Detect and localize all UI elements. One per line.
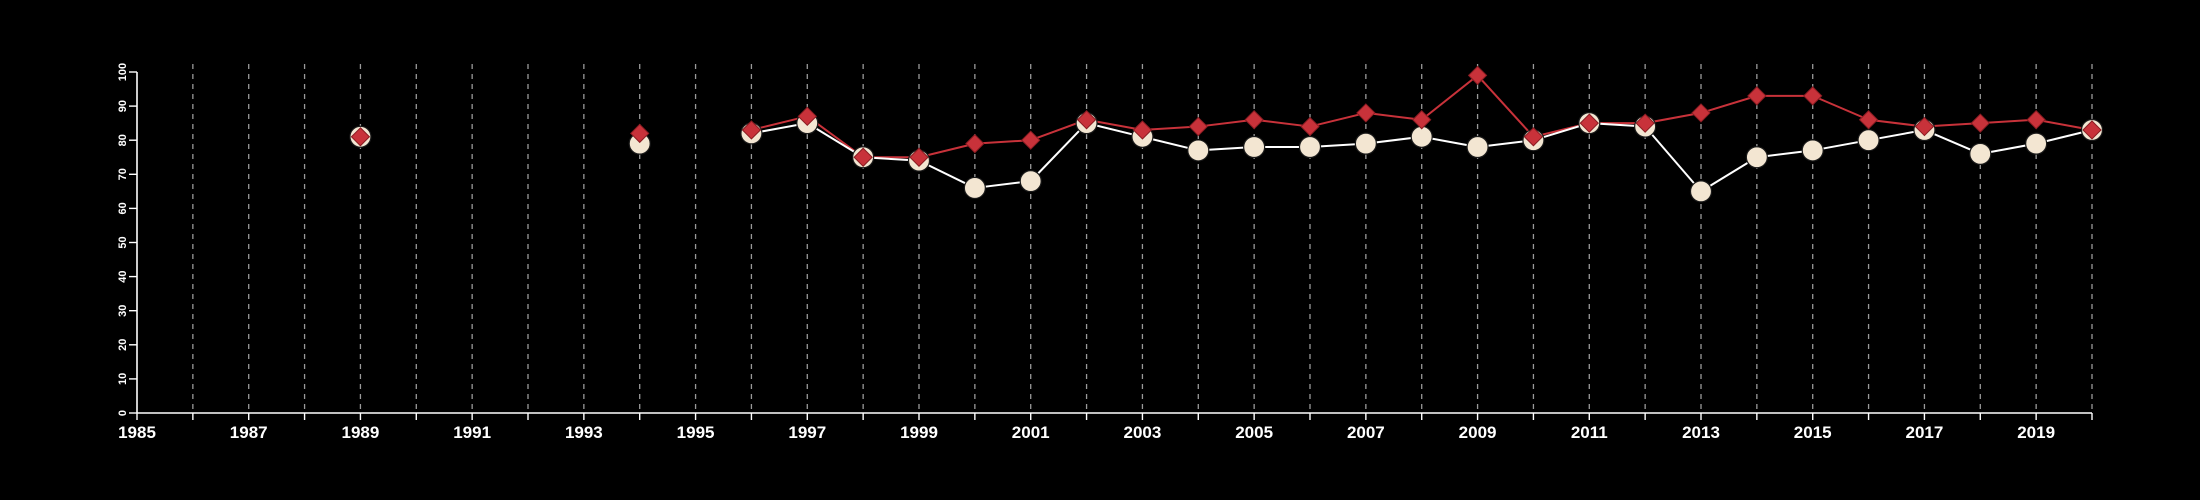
x-tick-label: 1985 — [118, 423, 156, 442]
data-point — [1076, 110, 1097, 130]
data-point — [1467, 65, 1488, 86]
data-series — [349, 65, 2104, 203]
x-tick-label: 1999 — [900, 423, 938, 442]
series-1-segment — [1142, 125, 1199, 131]
data-point — [1691, 103, 1711, 123]
data-point — [1635, 113, 1655, 133]
data-point — [1858, 110, 1879, 130]
data-point — [963, 176, 986, 200]
series-1-segment — [1198, 118, 1255, 128]
data-point — [1466, 135, 1489, 159]
x-tick-label: 2009 — [1459, 423, 1497, 442]
data-point — [1857, 129, 1880, 152]
data-point — [350, 127, 371, 147]
data-point — [1689, 180, 1713, 203]
data-point — [909, 147, 929, 167]
series-1-segment — [1421, 74, 1479, 121]
data-point — [1187, 139, 1210, 162]
y-tick-label: 40 — [117, 270, 129, 282]
x-tick-label: 1991 — [453, 423, 491, 442]
data-point — [1354, 132, 1377, 155]
x-tick-label: 1989 — [342, 423, 380, 442]
data-point — [630, 123, 650, 144]
data-point — [1356, 103, 1376, 123]
x-tick-label: 1993 — [565, 423, 603, 442]
x-tick-label: 2019 — [2017, 423, 2055, 442]
y-tick-label: 60 — [117, 202, 129, 214]
data-point — [1801, 139, 1824, 162]
data-point — [1969, 142, 1992, 165]
data-point — [741, 120, 762, 140]
data-point — [853, 147, 873, 167]
data-point — [1970, 113, 1990, 133]
data-point — [1188, 116, 1208, 137]
x-tick-label: 2011 — [1571, 423, 1608, 442]
data-point — [1412, 110, 1432, 130]
x-tick-label: 2007 — [1347, 423, 1385, 442]
x-tick-label: 2015 — [1794, 423, 1832, 442]
data-point — [1243, 135, 1266, 159]
data-point — [2026, 110, 2046, 130]
y-tick-label: 30 — [117, 305, 129, 317]
series-1-segment — [1309, 111, 1367, 128]
data-point — [1244, 110, 1264, 130]
data-point — [2025, 132, 2048, 155]
data-point — [1298, 135, 1322, 159]
y-tick-label: 80 — [117, 134, 129, 146]
series-1-segment — [974, 139, 1031, 145]
x-tick-label: 2005 — [1235, 423, 1273, 442]
series-1-segment — [1365, 111, 1422, 121]
x-tick-label: 2017 — [1906, 423, 1944, 442]
x-tick-label: 1987 — [230, 423, 268, 442]
x-tick-label: 2001 — [1012, 423, 1050, 442]
x-tick-label: 1995 — [677, 423, 715, 442]
data-point — [797, 106, 817, 127]
series-2-segment — [1029, 122, 1088, 182]
series-2-markers — [349, 112, 2104, 203]
data-point — [1132, 120, 1153, 140]
series-1-segment — [1980, 118, 2037, 125]
series-1-markers — [350, 65, 2102, 167]
data-point — [965, 133, 985, 154]
series-1-segment — [1254, 118, 1311, 128]
series-1-segment — [1476, 74, 1535, 138]
data-point — [1747, 86, 1767, 106]
data-point — [1019, 170, 1042, 193]
y-tick-label: 0 — [117, 410, 129, 416]
data-point — [1300, 116, 1320, 137]
data-point — [1579, 113, 1599, 133]
axes: 0 10 20 30 40 50 60 70 80 90 100 1985 1987 1989 1991 19… — [117, 63, 2093, 442]
y-tick-label: 20 — [117, 339, 129, 351]
data-point — [2082, 120, 2102, 140]
y-tick-label: 90 — [117, 100, 129, 112]
series-2-segment — [1644, 125, 1702, 193]
x-tick-label: 1997 — [788, 423, 826, 442]
y-tick-label: 70 — [117, 168, 129, 180]
y-tick-label: 10 — [117, 373, 129, 385]
series-1-segment — [1700, 94, 1758, 114]
y-tick-label: 100 — [117, 63, 129, 81]
data-point — [1021, 130, 1041, 150]
grid-lines — [192, 64, 2093, 413]
series-1-segment — [1812, 94, 1869, 121]
y-tick-label: 50 — [117, 236, 129, 248]
data-point — [1745, 146, 1768, 169]
x-tick-label: 2003 — [1124, 423, 1162, 442]
data-point — [1803, 86, 1823, 106]
data-point — [1914, 116, 1935, 137]
data-point — [1523, 127, 1544, 147]
x-tick-label: 2013 — [1682, 423, 1720, 442]
